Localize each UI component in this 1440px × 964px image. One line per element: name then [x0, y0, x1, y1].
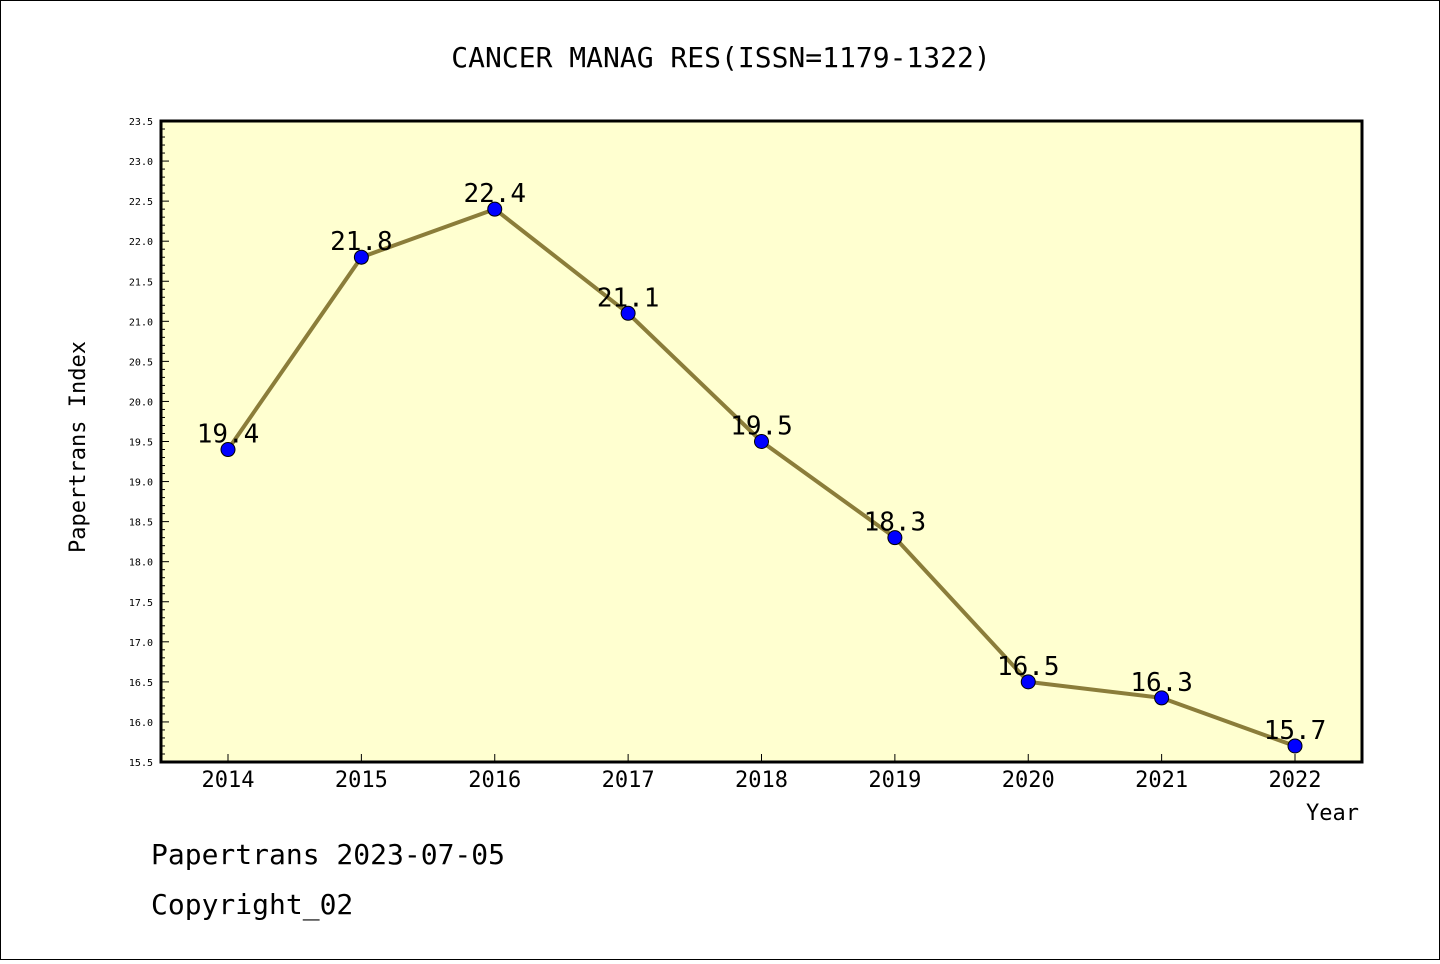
y-tick-label: 17.0: [129, 638, 153, 649]
x-tick-label: 2017: [602, 768, 655, 793]
y-tick-label: 22.5: [129, 197, 153, 208]
data-point: [887, 530, 903, 546]
data-label: 16.5: [997, 652, 1060, 682]
data-label: 15.7: [1264, 716, 1327, 746]
data-point: [620, 305, 636, 321]
data-label: 21.8: [330, 227, 393, 257]
footer-copyright: Copyright_02: [151, 888, 353, 922]
data-label: 19.4: [197, 420, 260, 450]
y-tick-label: 19.0: [129, 478, 153, 489]
data-label: 21.1: [597, 283, 660, 313]
y-tick-label: 20.5: [129, 357, 153, 368]
y-tick-label: 19.5: [129, 438, 153, 449]
data-point: [1287, 738, 1303, 754]
data-point: [353, 249, 369, 265]
data-point: [487, 201, 503, 217]
y-axis-ticks: 15.5 16.0 16.5 17.0 17.5 18.0 18.5 19.0 19.5 20.0…: [129, 117, 169, 769]
y-tick-label: 23.0: [129, 157, 153, 168]
y-tick-label: 21.0: [129, 317, 153, 328]
y-tick-label: 18.0: [129, 558, 153, 569]
y-tick-label: 15.5: [129, 758, 153, 769]
x-axis-ticks: 2014 2015 2016 2017 2018 2019 2020 2021 2022: [202, 754, 1322, 793]
data-point: [754, 434, 769, 449]
data-point: [220, 442, 236, 458]
series-group: 19.4 21.8 22.4 21.1 19.5 18.3 16.5 16.3 15.7: [197, 179, 1327, 754]
data-point: [1154, 690, 1170, 706]
data-label: 16.3: [1130, 668, 1193, 698]
data-point: [1020, 674, 1036, 690]
y-tick-label: 20.0: [129, 397, 153, 408]
y-tick-label: 16.0: [129, 718, 153, 729]
x-tick-label: 2015: [335, 768, 388, 793]
x-tick-label: 2021: [1135, 768, 1188, 793]
y-tick-label: 18.5: [129, 518, 153, 529]
x-tick-label: 2014: [202, 768, 255, 793]
x-axis-label: Year: [1306, 801, 1359, 826]
y-tick-label: 17.5: [129, 598, 153, 609]
x-tick-label: 2020: [1002, 768, 1055, 793]
x-tick-label: 2016: [468, 768, 521, 793]
y-tick-label: 16.5: [129, 678, 153, 689]
x-tick-label: 2018: [735, 768, 788, 793]
y-tick-label: 23.5: [129, 117, 153, 128]
data-label: 19.5: [730, 412, 793, 442]
x-tick-label: 2022: [1269, 768, 1322, 793]
x-tick-label: 2019: [868, 768, 921, 793]
data-label: 22.4: [463, 179, 526, 209]
chart-title: CANCER MANAG RES(ISSN=1179-1322): [451, 41, 990, 74]
data-label: 18.3: [864, 508, 927, 538]
y-tick-label: 22.0: [129, 237, 153, 248]
y-axis-label: Papertrans Index: [66, 341, 91, 553]
y-tick-label: 21.5: [129, 277, 153, 288]
footer-date: Papertrans 2023-07-05: [151, 838, 505, 871]
